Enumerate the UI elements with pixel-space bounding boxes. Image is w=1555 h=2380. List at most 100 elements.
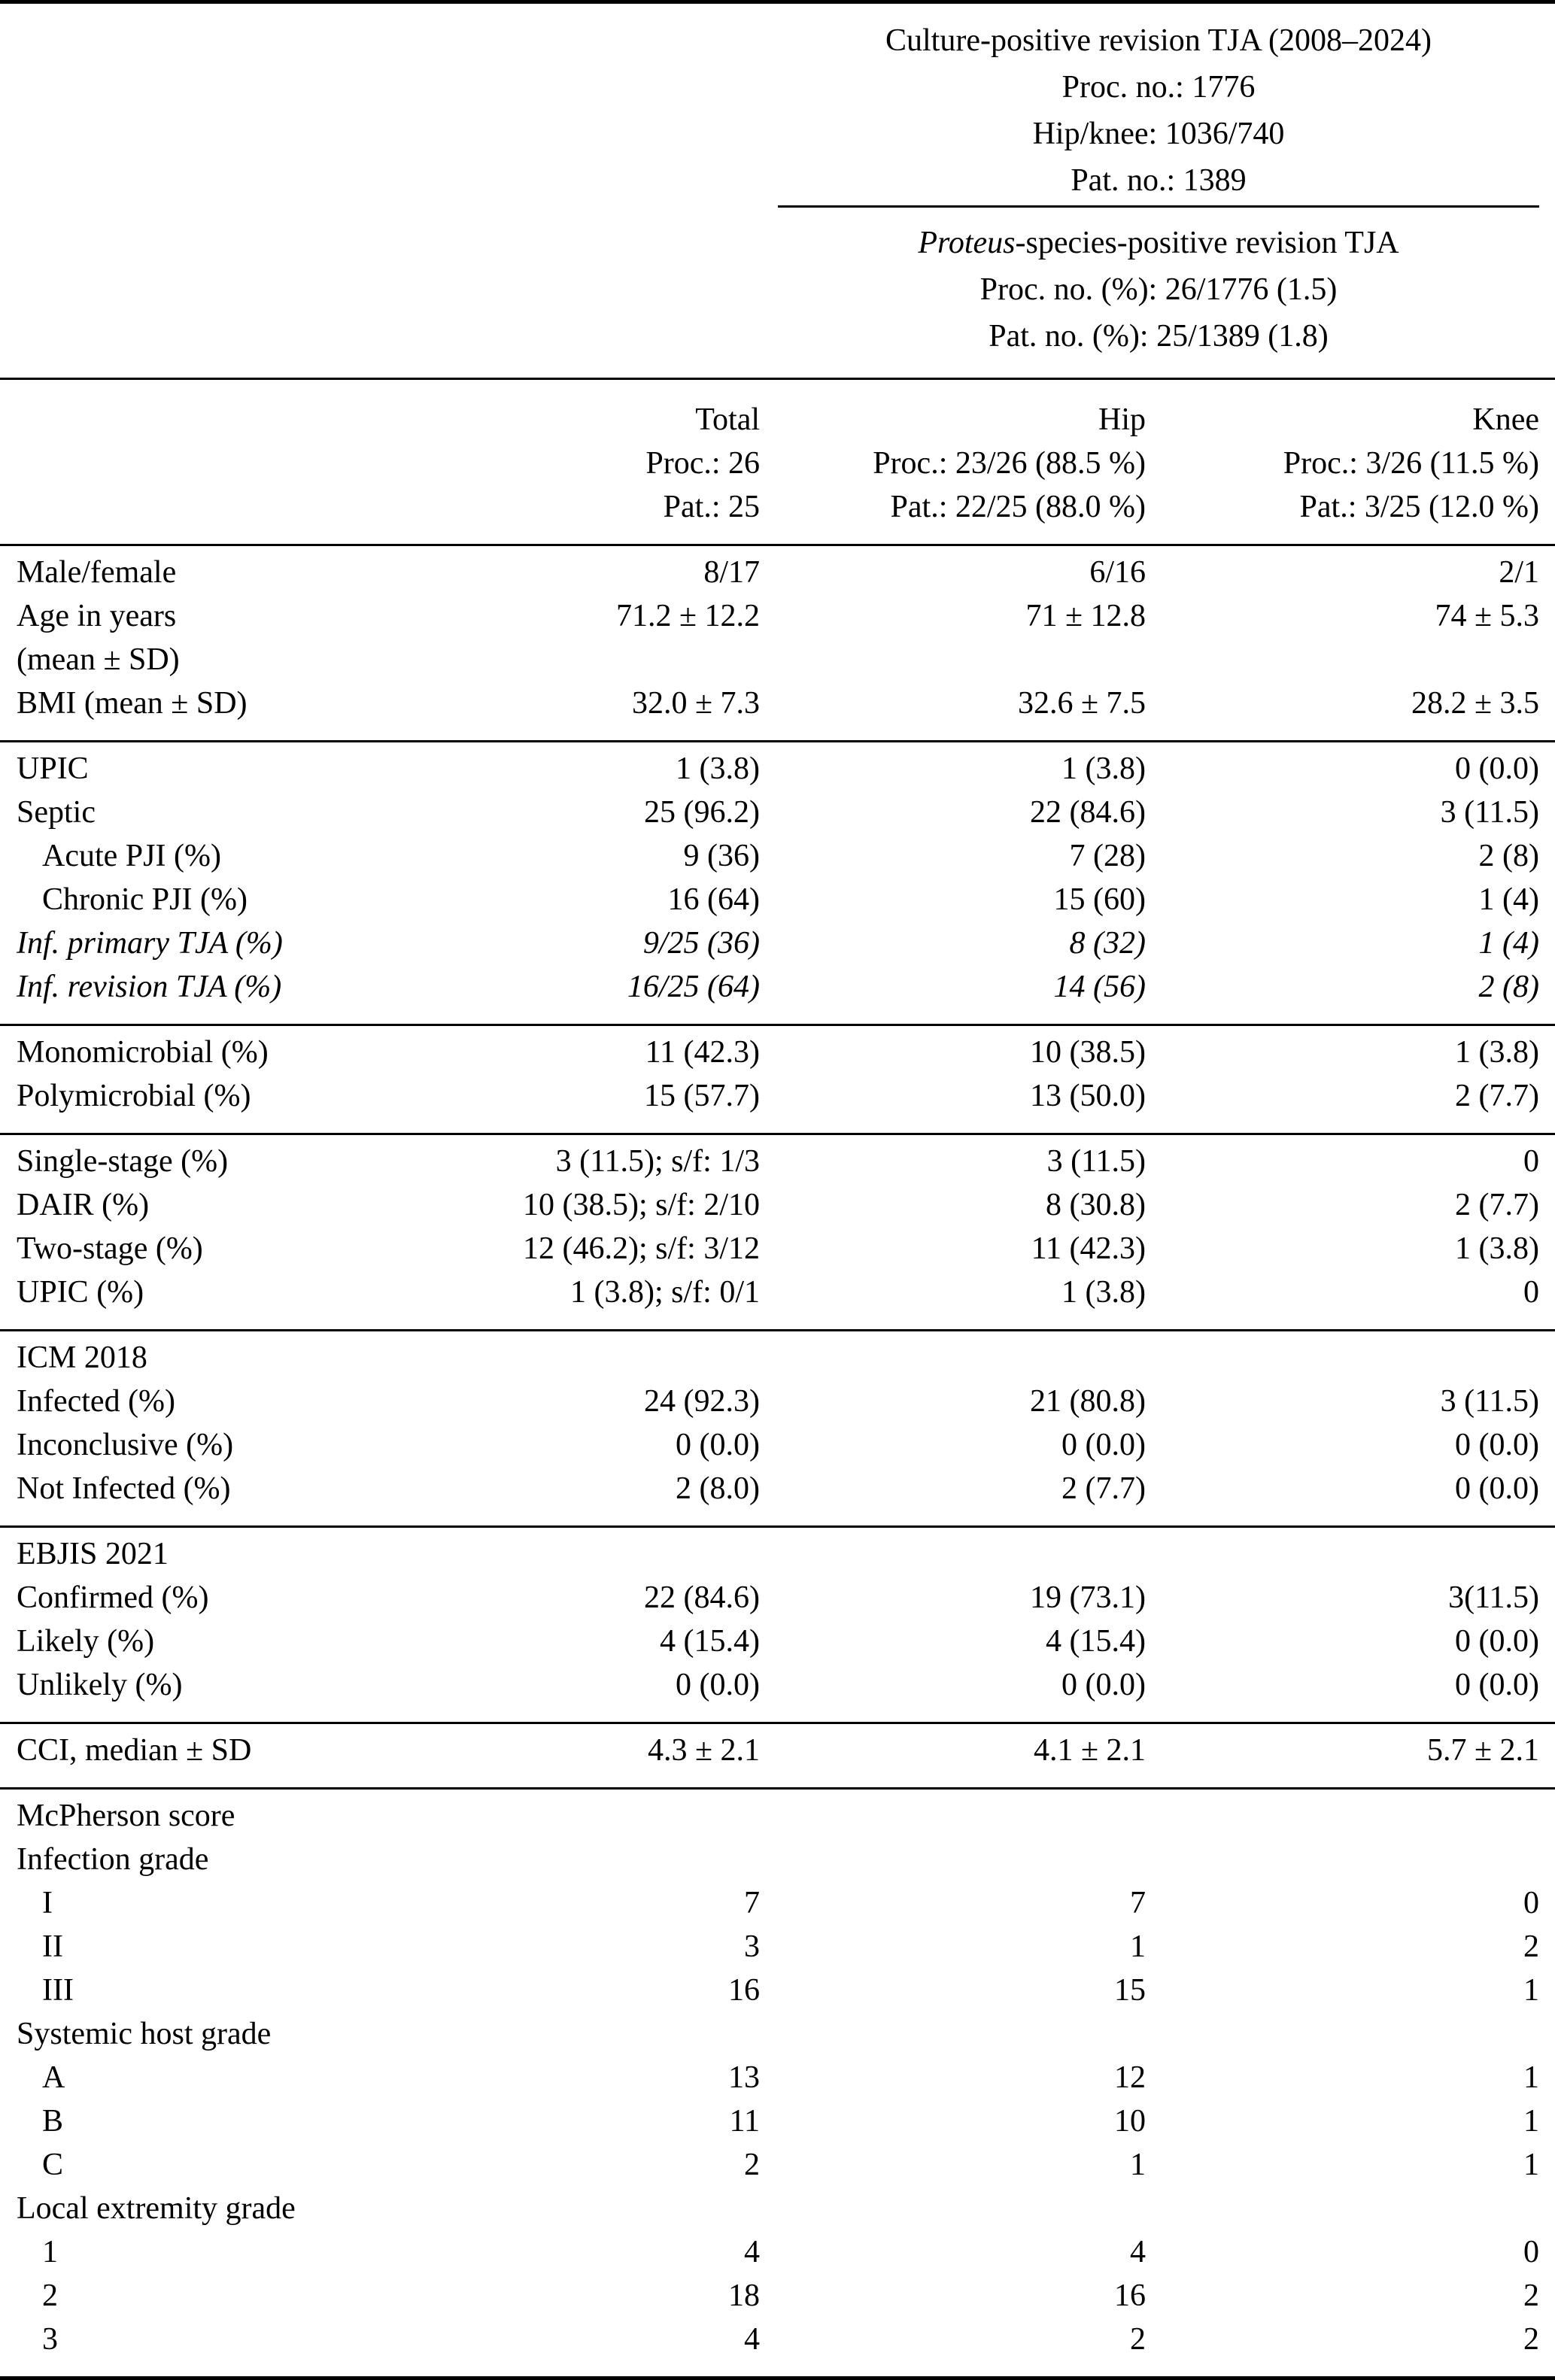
cell-total: 2 — [744, 2148, 760, 2182]
cell-hip: 1 — [1130, 2148, 1146, 2182]
row-label: Unlikely (%) — [17, 1668, 183, 1702]
table-row: Inf. primary TJA (%) 9/25 (36) 8 (32) 1 (4) — [0, 921, 1555, 965]
cell-hip — [760, 2012, 1146, 2056]
cell-total — [399, 1532, 760, 1576]
cell-hip — [760, 1794, 1146, 1838]
cell-knee — [1146, 1336, 1539, 1380]
column-header-line: Pat.: 25 — [663, 490, 760, 524]
row-label: Acute PJI (%) — [42, 839, 221, 873]
header-spacer — [0, 4, 778, 208]
cell-hip: 0 (0.0) — [1061, 1668, 1146, 1702]
table-row: Inf. revision TJA (%) 16/25 (64) 14 (56) 2 … — [0, 965, 1555, 1009]
row-label: Two-stage (%) — [17, 1231, 203, 1266]
column-header-knee: Knee Proc.: 3/26 (11.5 %) Pat.: 3/25 (12.0… — [1146, 398, 1539, 529]
cell-knee — [1146, 1838, 1539, 1881]
row-label: 2 — [42, 2278, 58, 2313]
table-row: Two-stage (%) 12 (46.2); s/f: 3/12 11 (42.… — [0, 1227, 1555, 1270]
cell-total: 24 (92.3) — [644, 1384, 760, 1419]
table-row: Infection grade — [0, 1838, 1555, 1881]
cell-knee: 0 — [1523, 2235, 1539, 2269]
row-label: CCI, median ± SD — [17, 1733, 252, 1768]
cell-knee: 5.7 ± 2.1 — [1426, 1733, 1539, 1768]
table-row: B 11 10 1 — [0, 2099, 1555, 2143]
cell-total: 2 (8.0) — [676, 1471, 760, 1506]
cell-total — [399, 1794, 760, 1838]
section-rule — [0, 1024, 1555, 1026]
row-label: McPherson score — [17, 1799, 235, 1833]
cell-total: 3 (11.5); s/f: 1/3 — [555, 1144, 760, 1179]
row-label: III — [42, 1973, 74, 2008]
cohort-pat-no: Pat. no.: 1389 — [1071, 163, 1247, 198]
table-row: Polymicrobial (%) 15 (57.7) 13 (50.0) 2 (7.… — [0, 1074, 1555, 1118]
table-section: EBJIS 2021 Confirmed (%) 22 (84.6) 19 (73.1… — [0, 1528, 1555, 1722]
subset-proc-no: Proc. no. (%): 26/1776 (1.5) — [979, 272, 1338, 307]
section-rule — [0, 740, 1555, 742]
cell-hip: 3 (11.5) — [1046, 1144, 1146, 1179]
column-header-rule — [0, 544, 1555, 546]
cohort-header: Culture-positive revision TJA (2008–2024… — [778, 4, 1539, 208]
cell-knee: 2 (8) — [1478, 970, 1539, 1004]
section-rule — [0, 1329, 1555, 1331]
cell-hip: 14 (56) — [1053, 970, 1146, 1004]
table-row: Single-stage (%) 3 (11.5); s/f: 1/3 3 (11.… — [0, 1140, 1555, 1183]
subset-header: Proteus-species-positive revision TJA Pr… — [778, 208, 1539, 378]
row-label: Infection grade — [17, 1842, 209, 1877]
table-row: A 13 12 1 — [0, 2056, 1555, 2099]
cell-knee: 2 — [1523, 2278, 1539, 2313]
cell-knee: 1 (4) — [1478, 926, 1539, 961]
row-label: 1 — [42, 2235, 58, 2269]
cell-total: 4 (15.4) — [660, 1624, 760, 1659]
table-section: McPherson score Infection grade I 7 7 0 II 3 1 2 I… — [0, 1790, 1555, 2376]
cell-hip: 10 (38.5) — [1030, 1035, 1146, 1070]
cell-knee: 28.2 ± 3.5 — [1411, 686, 1539, 721]
row-label: Septic — [17, 795, 96, 830]
row-label: 3 — [42, 2322, 58, 2357]
table-row: Systemic host grade — [0, 2012, 1555, 2056]
top-rule — [0, 0, 1555, 4]
cell-knee: 1 — [1523, 2148, 1539, 2182]
row-label: II — [42, 1929, 63, 1964]
row-label: Confirmed (%) — [17, 1580, 209, 1615]
row-label: EBJIS 2021 — [17, 1537, 169, 1571]
table-row: 3 4 2 2 — [0, 2318, 1555, 2361]
cell-knee: 0 (0.0) — [1455, 1668, 1539, 1702]
cell-hip: 8 (30.8) — [1046, 1188, 1146, 1222]
row-label: BMI (mean ± SD) — [17, 686, 248, 721]
cell-knee — [1146, 1794, 1539, 1838]
cell-knee: 0 — [1523, 1886, 1539, 1920]
subset-title-genus: Proteus — [918, 226, 1016, 260]
cell-total — [399, 2187, 760, 2230]
table-row: Chronic PJI (%) 16 (64) 15 (60) 1 (4) — [0, 878, 1555, 921]
table-row: III 16 15 1 — [0, 1969, 1555, 2012]
cell-hip — [760, 2187, 1146, 2230]
cell-hip: 11 (42.3) — [1031, 1231, 1146, 1266]
cell-knee — [1146, 638, 1539, 682]
cell-hip: 16 — [1114, 2278, 1146, 2313]
cell-total: 15 (57.7) — [644, 1079, 760, 1113]
column-header-line: Knee — [1472, 402, 1539, 437]
column-header-line: Pat.: 3/25 (12.0 %) — [1299, 490, 1539, 524]
table-row: CCI, median ± SD 4.3 ± 2.1 4.1 ± 2.1 5.7 ± … — [0, 1729, 1555, 1772]
cell-hip: 1 — [1130, 1929, 1146, 1964]
table-row: DAIR (%) 10 (38.5); s/f: 2/10 8 (30.8) 2 (7… — [0, 1183, 1555, 1227]
table-row: II 3 1 2 — [0, 1925, 1555, 1969]
subset-title-rest: -species-positive revision TJA — [1015, 226, 1399, 260]
row-label: Inconclusive (%) — [17, 1428, 234, 1462]
table-section: CCI, median ± SD 4.3 ± 2.1 4.1 ± 2.1 5.7 ± … — [0, 1724, 1555, 1787]
cell-hip: 19 (73.1) — [1030, 1580, 1146, 1615]
cell-knee: 2 (7.7) — [1455, 1079, 1539, 1113]
cohort-header-block: Culture-positive revision TJA (2008–2024… — [0, 4, 1555, 208]
row-label: (mean ± SD) — [17, 642, 180, 677]
cell-knee: 1 — [1523, 2060, 1539, 2095]
row-label: I — [42, 1886, 53, 1920]
cell-hip: 8 (32) — [1069, 926, 1146, 961]
cell-knee: 2 — [1523, 1929, 1539, 1964]
cell-total: 16/25 (64) — [627, 970, 760, 1004]
row-label: Systemic host grade — [17, 2017, 272, 2051]
cell-total: 16 — [728, 1973, 760, 2008]
cell-hip: 21 (80.8) — [1030, 1384, 1146, 1419]
table-row: C 2 1 1 — [0, 2143, 1555, 2187]
cell-knee: 2 (8) — [1478, 839, 1539, 873]
cell-hip — [760, 1838, 1146, 1881]
